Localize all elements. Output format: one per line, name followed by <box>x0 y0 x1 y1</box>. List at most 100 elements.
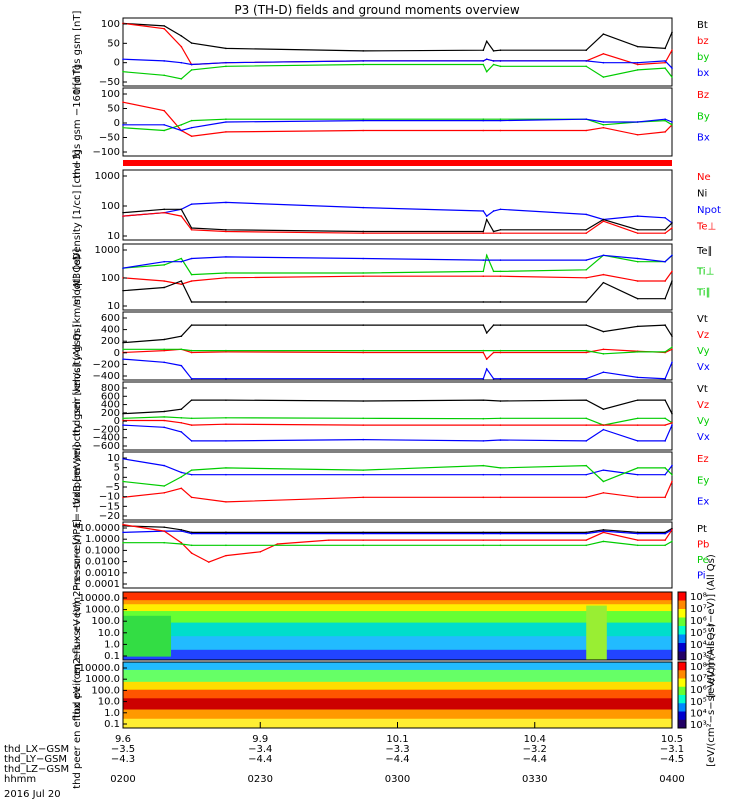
data-point <box>602 540 605 543</box>
data-point <box>122 348 124 351</box>
data-point <box>664 297 666 300</box>
colorbar-label: [eV/(cm²−s−sr−eV)] (All Qs) <box>706 554 717 698</box>
data-point <box>636 473 639 476</box>
spectrogram-band <box>123 649 672 661</box>
data-point <box>636 440 639 442</box>
ephemeris-value: −3.4 <box>248 744 272 755</box>
data-point <box>602 254 605 257</box>
data-point <box>499 351 502 354</box>
colorbar-segment <box>678 643 686 652</box>
ephemeris-value: −3.1 <box>660 744 684 755</box>
y-tick-label: 100 <box>101 201 120 212</box>
data-point <box>225 230 227 233</box>
legend-entry: Vz <box>697 330 709 341</box>
data-point <box>671 124 673 126</box>
legend-entry: Ti∥ <box>696 287 711 298</box>
data-point <box>585 531 588 534</box>
data-point <box>482 324 485 326</box>
y-axis-label: thd peir velocity gsm [km/s] (All Qs) <box>72 256 83 437</box>
data-point <box>492 60 495 62</box>
y-tick-label: 1000.0 <box>85 674 120 685</box>
data-point <box>163 124 165 126</box>
data-point <box>664 544 666 547</box>
data-point <box>190 377 193 380</box>
data-point <box>664 232 666 234</box>
data-point <box>163 129 165 132</box>
colorbar-segment <box>678 662 686 671</box>
panel-1: Bt bz by bx 100 50 0 −50 thd fgs gsm [nT] <box>72 11 709 94</box>
data-point <box>602 76 605 78</box>
data-point <box>362 377 364 380</box>
colorbar-tick-label: 10³ <box>690 720 707 731</box>
data-point <box>362 275 364 277</box>
colorbar-frame <box>677 661 687 729</box>
data-point <box>585 268 588 271</box>
data-point <box>602 492 605 494</box>
data-point <box>190 301 193 303</box>
data-point <box>636 297 639 300</box>
data-point <box>225 467 227 469</box>
data-point <box>499 377 502 380</box>
y-tick-label: 400 <box>101 400 120 411</box>
data-point <box>482 424 485 426</box>
ephemeris-row-label: thd_LY−GSM <box>4 754 67 765</box>
series-Vx <box>122 424 673 442</box>
legend-entry: Bx <box>697 133 710 144</box>
data-point <box>482 49 485 52</box>
data-point <box>664 280 666 282</box>
y-tick-label: 1000 <box>95 245 120 256</box>
legend-entry: by <box>697 52 709 63</box>
data-point <box>664 67 666 69</box>
data-point <box>602 61 605 64</box>
ephemeris-value: 0230 <box>248 774 273 785</box>
data-point <box>190 469 193 471</box>
data-point <box>499 118 502 120</box>
data-point <box>122 58 124 60</box>
y-axis-label: thd peir en eflux eV (cm2−s−sr−eV) <box>72 534 83 718</box>
y-axis-label: Pressure [nPa] <box>72 519 83 591</box>
panel-3: Ne Ni Npot Te⊥ 1000 100 10 Density [1/cc] [cm−3… <box>72 150 721 261</box>
legend-entry: By <box>697 111 710 122</box>
data-point <box>636 260 639 263</box>
data-point <box>664 467 666 469</box>
legend-entry: Vz <box>697 400 709 411</box>
y-axis-label: E=−VxB [mV/m] <box>72 444 83 527</box>
data-point <box>190 273 193 276</box>
data-point <box>499 439 502 441</box>
data-point <box>671 280 673 282</box>
data-point <box>122 124 124 126</box>
data-point <box>122 541 124 544</box>
colorbar-segment <box>678 651 686 661</box>
data-point <box>482 301 485 303</box>
spectrogram-band <box>123 611 672 624</box>
data-point <box>499 119 502 122</box>
data-point <box>180 257 183 260</box>
data-point <box>664 118 666 120</box>
legend-entry: Bt <box>697 20 708 31</box>
data-point <box>636 399 639 401</box>
data-point <box>485 218 488 221</box>
data-point <box>585 473 588 476</box>
ephemeris-value: −4.5 <box>660 754 684 765</box>
series-Vz <box>123 419 673 426</box>
y-tick-label: 0.1 <box>104 651 120 662</box>
colorbar-segment <box>678 686 686 696</box>
legend-entry: Vt <box>697 314 708 325</box>
data-point <box>671 473 673 476</box>
panel-frame <box>122 311 673 381</box>
legend-entry: Vt <box>697 384 708 395</box>
data-point <box>636 69 639 71</box>
y-tick-label: −20 <box>99 511 120 522</box>
data-point <box>664 260 666 263</box>
series-Te⊥ <box>122 271 673 285</box>
data-point <box>163 541 165 544</box>
data-point <box>499 400 502 402</box>
data-point <box>585 324 588 326</box>
legend-entry: Pb <box>697 540 709 551</box>
data-point <box>122 126 124 129</box>
data-point <box>492 324 495 326</box>
data-point <box>585 49 588 52</box>
data-point <box>180 348 183 351</box>
